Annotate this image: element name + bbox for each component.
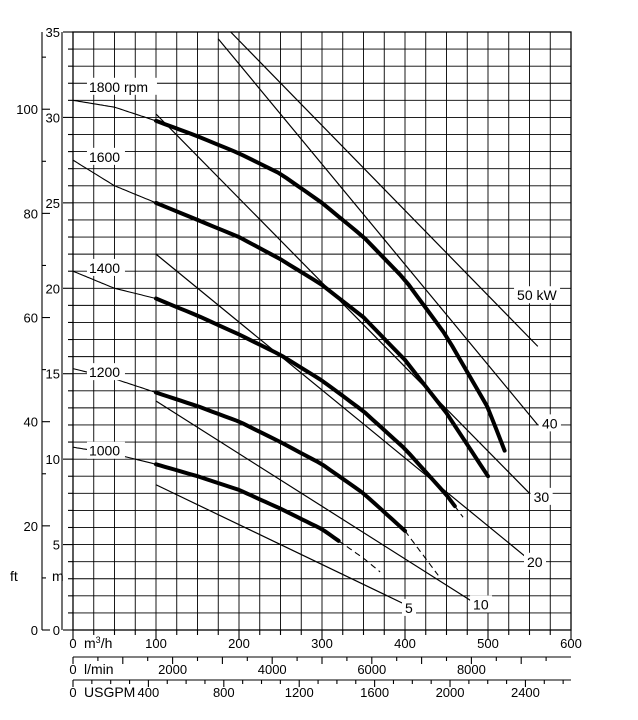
power-label-bg xyxy=(514,286,561,304)
m-tick-label: 5 xyxy=(53,538,60,553)
speed-label-bg xyxy=(86,363,125,381)
ft-tick-label: 40 xyxy=(24,415,38,430)
speed-curve-operating xyxy=(154,462,341,543)
m3h-unit-label: m3/h xyxy=(84,635,112,651)
m-tick-label: 10 xyxy=(46,452,60,467)
ft-tick-label: 60 xyxy=(24,311,38,326)
usgpm-tick-label: 2000 xyxy=(436,685,465,700)
power-line xyxy=(155,113,530,494)
lmin-tick-label: 4000 xyxy=(258,662,287,677)
speed-curve-extension xyxy=(454,505,464,518)
usgpm-tick-label: 400 xyxy=(138,685,160,700)
power-label: 40 xyxy=(542,415,558,431)
usgpm-tick-label: 800 xyxy=(213,685,235,700)
grid-group xyxy=(72,31,572,631)
m3h-tick-label: 300 xyxy=(311,636,333,651)
speed-label-bg xyxy=(86,441,125,459)
speed-curve-operating xyxy=(154,200,490,479)
speed-curve-thin xyxy=(72,270,157,300)
usgpm-tick-label: 2400 xyxy=(511,685,540,700)
m3h-tick-label: 500 xyxy=(477,636,499,651)
m-tick-label: 15 xyxy=(46,367,60,382)
speed-label: 1800 rpm xyxy=(89,79,148,95)
m3h-tick-label: 200 xyxy=(228,636,250,651)
power-label: 50 kW xyxy=(517,287,557,303)
usgpm-tick-label: 0 xyxy=(69,685,76,700)
lmin-tick-label: 8000 xyxy=(457,662,486,677)
speed-curve-operating xyxy=(154,296,457,509)
m-tick-label: 35 xyxy=(46,25,60,40)
power-label-bg xyxy=(538,414,561,432)
power-label: 5 xyxy=(405,600,413,616)
power-line xyxy=(155,400,472,602)
usgpm-unit-label: USGPM xyxy=(84,684,135,700)
speed-curve-extension xyxy=(404,530,439,576)
speed-label: 1200 xyxy=(89,364,120,380)
lmin-tick-label: 2000 xyxy=(158,662,187,677)
m3h-tick-label: 0 xyxy=(69,636,76,651)
power-label-bg xyxy=(530,487,553,505)
ft-tick-label: 80 xyxy=(24,206,38,221)
speed-curve-operating xyxy=(154,390,407,533)
m3h-tick-label: 600 xyxy=(560,636,582,651)
speed-curve-thin xyxy=(72,99,157,122)
power-line xyxy=(155,253,526,557)
power-label: 30 xyxy=(534,489,550,505)
lmin-tick-label: 6000 xyxy=(357,662,386,677)
power-label: 10 xyxy=(473,596,489,612)
power-label-bg xyxy=(470,595,493,613)
usgpm-tick-label: 1200 xyxy=(285,685,314,700)
speed-label-bg xyxy=(86,258,125,276)
speed-curves-group xyxy=(72,99,507,576)
m-tick-label: 20 xyxy=(46,281,60,296)
power-label-bg xyxy=(524,552,547,570)
m3h-tick-label: 100 xyxy=(145,636,167,651)
lmin-unit-label: l/min xyxy=(84,661,114,677)
speed-curve-operating xyxy=(154,118,507,453)
m-unit-label: m xyxy=(52,568,64,584)
ft-unit-label: ft xyxy=(10,568,18,584)
speed-label: 1000 xyxy=(89,443,120,459)
lmin-tick-label: 0 xyxy=(69,662,76,677)
power-line xyxy=(217,38,539,426)
ft-tick-label: 0 xyxy=(31,623,38,638)
speed-label-bg xyxy=(86,77,157,95)
power-line xyxy=(230,31,539,347)
m-tick-label: 0 xyxy=(53,623,60,638)
speed-curve-thin xyxy=(72,159,157,204)
m3h-tick-label: 400 xyxy=(394,636,416,651)
power-label-bg xyxy=(402,598,416,616)
power-line xyxy=(155,484,406,605)
ft-tick-label: 100 xyxy=(16,102,38,117)
ft-tick-label: 20 xyxy=(24,519,38,534)
power-label: 20 xyxy=(527,554,543,570)
speed-label: 1600 xyxy=(89,149,120,165)
power-lines-group xyxy=(155,31,539,605)
speed-label: 1400 xyxy=(89,260,120,276)
m-tick-label: 30 xyxy=(46,110,60,125)
speed-label-bg xyxy=(86,147,125,165)
speed-curve-extension xyxy=(338,540,381,573)
m-tick-label: 25 xyxy=(46,196,60,211)
usgpm-tick-label: 1600 xyxy=(360,685,389,700)
